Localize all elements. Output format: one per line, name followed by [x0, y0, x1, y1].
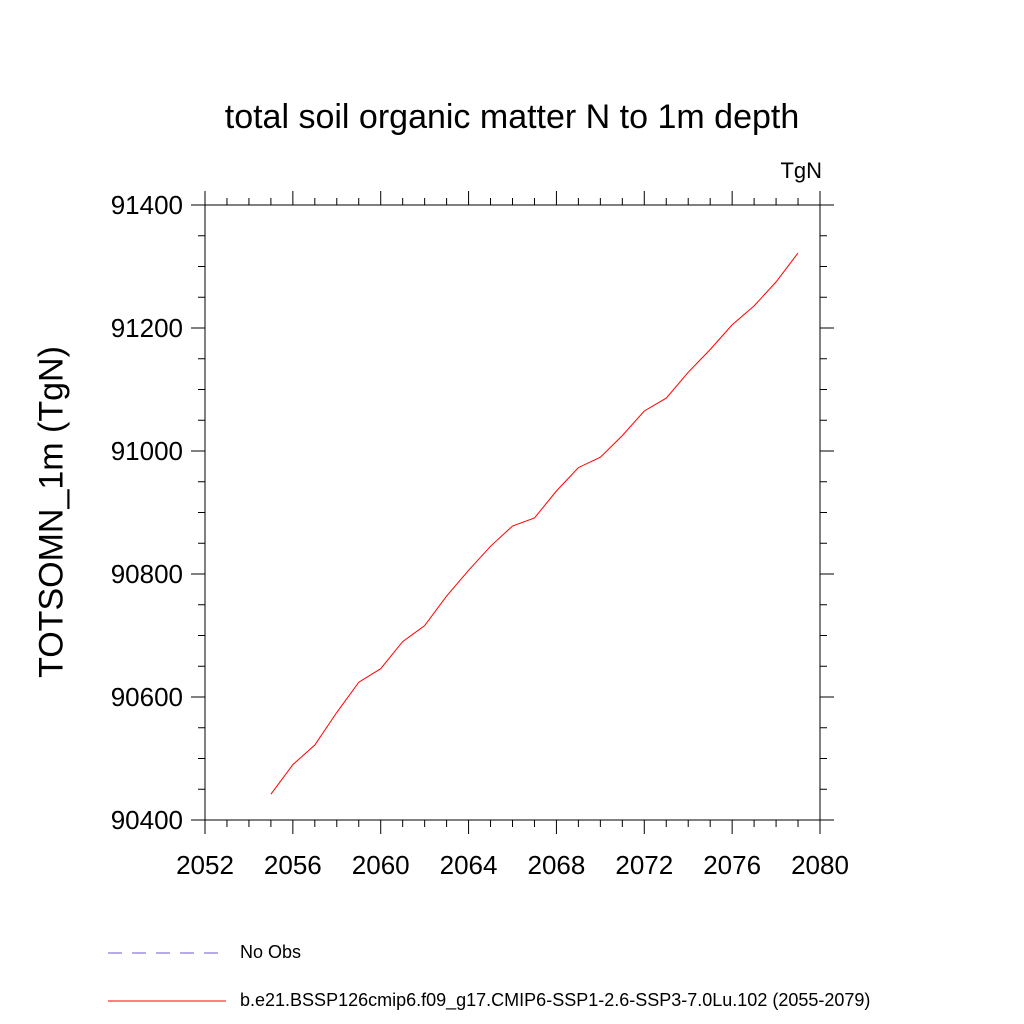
series-lines [270, 252, 799, 795]
x-tick-label: 2052 [176, 850, 234, 880]
axes: 2052 2056 2060 2064 2068 2072 2076 2080 90400 906… [111, 190, 849, 880]
y-tick-label: 90600 [111, 682, 183, 712]
x-tick-label: 2072 [615, 850, 673, 880]
plot-frame [204, 204, 821, 821]
x-tick-label: 2060 [352, 850, 410, 880]
x-tick-label: 2080 [791, 850, 849, 880]
chart-title: total soil organic matter N to 1m depth [224, 98, 800, 136]
y-tick-label: 90800 [111, 559, 183, 589]
y-tick-label: 91200 [111, 313, 183, 343]
units-label: TgN [780, 158, 822, 183]
x-tick-label: 2068 [528, 850, 586, 880]
y-axis-label: TOTSOMN_1m (TgN) [32, 346, 71, 678]
y-tick-label: 91400 [111, 190, 183, 220]
y-tick-label: 91000 [111, 436, 183, 466]
x-tick-label: 2064 [440, 850, 498, 880]
legend-entry-no-obs: No Obs [240, 942, 302, 962]
series-line-1 [270, 252, 799, 795]
x-tick-label: 2076 [703, 850, 761, 880]
x-tick-label: 2056 [264, 850, 322, 880]
legend-swatches [108, 952, 226, 1002]
y-tick-label: 90400 [111, 805, 183, 835]
legend-entry-model-run: b.e21.BSSP126cmip6.f09_g17.CMIP6-SSP1-2.… [240, 990, 871, 1010]
